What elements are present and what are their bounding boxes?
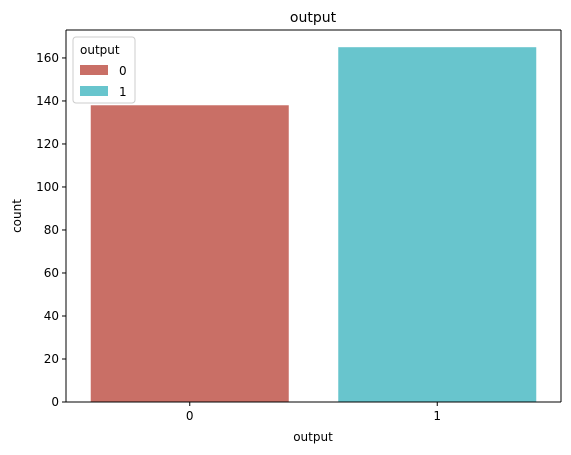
- y-tick-label: 20: [44, 352, 59, 366]
- y-tick-label: 40: [44, 309, 59, 323]
- legend-title: output: [80, 43, 120, 57]
- bar-1: [338, 47, 537, 403]
- bar-0: [90, 105, 289, 402]
- y-tick-label: 100: [36, 180, 59, 194]
- chart-title: output: [290, 10, 337, 26]
- bars-layer: [90, 47, 537, 403]
- y-tick-label: 0: [51, 395, 59, 409]
- legend-swatch-1: [80, 86, 108, 96]
- y-axis-label: count: [10, 199, 24, 233]
- x-tick-label: 0: [186, 409, 194, 423]
- y-tick-label: 80: [44, 223, 59, 237]
- axes-layer: 0 20 40 60 80 100 120 140 160 0 1: [36, 29, 562, 423]
- x-axis-label: output: [293, 430, 333, 444]
- y-tick-label: 160: [36, 51, 59, 65]
- legend-label-0: 0: [119, 64, 127, 78]
- y-tick-label: 120: [36, 137, 59, 151]
- y-tick-label: 60: [44, 266, 59, 280]
- y-tick-label: 140: [36, 94, 59, 108]
- legend: output 0 1: [72, 36, 136, 104]
- legend-swatch-0: [80, 65, 108, 75]
- x-tick-label: 1: [433, 409, 441, 423]
- legend-label-1: 1: [119, 85, 127, 99]
